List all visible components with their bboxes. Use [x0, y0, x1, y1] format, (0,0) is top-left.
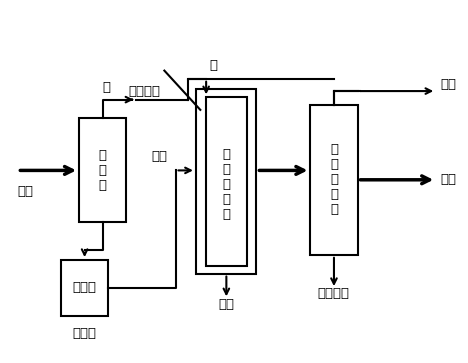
Text: 微波辐射: 微波辐射 [128, 85, 161, 98]
Bar [79, 118, 126, 223]
Bar [196, 89, 256, 274]
Text: 油分: 油分 [441, 173, 457, 186]
Text: 油泥: 油泥 [152, 150, 168, 163]
Bar [206, 97, 247, 266]
Text: 含油污水: 含油污水 [318, 287, 350, 300]
Text: 热
解
反
应
器: 热 解 反 应 器 [222, 148, 230, 221]
Text: 三
相
分
离
器: 三 相 分 离 器 [330, 143, 338, 216]
Text: 焦炭: 焦炭 [219, 298, 234, 310]
Text: 水: 水 [210, 59, 218, 72]
Text: 加热炉: 加热炉 [73, 327, 97, 339]
Text: 油泥: 油泥 [17, 185, 33, 198]
Text: 加热炉: 加热炉 [73, 281, 97, 294]
Bar [310, 105, 358, 255]
Bar [61, 260, 108, 316]
Text: 水: 水 [102, 81, 110, 94]
Text: 脱
水
罐: 脱 水 罐 [99, 149, 107, 192]
Text: 气体: 气体 [441, 78, 457, 91]
